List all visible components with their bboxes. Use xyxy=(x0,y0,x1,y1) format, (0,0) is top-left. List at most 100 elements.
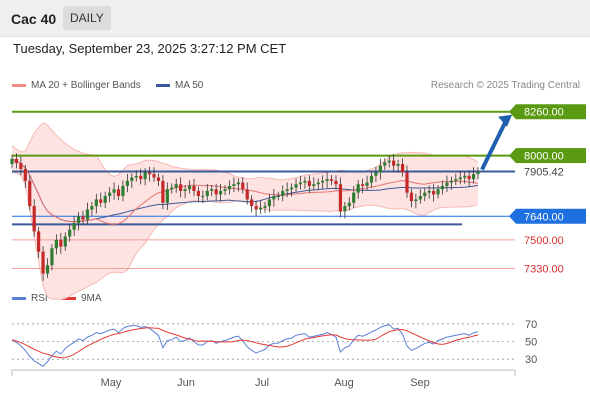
candle-body xyxy=(276,196,280,198)
candle-body xyxy=(383,162,387,166)
candle-body xyxy=(63,236,67,247)
candle-body xyxy=(152,174,156,178)
candle-body xyxy=(223,189,227,191)
candle-body xyxy=(116,189,121,197)
rsi-ma9-line xyxy=(11,327,479,359)
candle-body xyxy=(205,190,209,197)
candle-body xyxy=(23,169,27,181)
legend-9ma: 9MA xyxy=(62,293,102,304)
candle-body xyxy=(254,206,258,210)
candle-body xyxy=(369,175,374,183)
bollinger-swatch xyxy=(12,84,26,87)
candle-body xyxy=(112,189,116,193)
candle-body xyxy=(329,179,334,181)
level-label-box-0 xyxy=(516,104,586,120)
month-label-sep: Sep xyxy=(410,377,430,389)
ma20-line xyxy=(11,158,479,225)
candle-body xyxy=(427,190,431,193)
candle-body xyxy=(338,184,343,212)
candle-body xyxy=(294,184,298,188)
level-label-arrow-0 xyxy=(509,104,516,120)
candle-body xyxy=(210,189,214,191)
timestamp: Tuesday, September 23, 2025 3:27:12 PM C… xyxy=(13,41,287,56)
level-label-box-2 xyxy=(516,164,586,180)
month-label-jul: Jul xyxy=(255,377,269,389)
candle-body xyxy=(139,175,143,180)
candle-body xyxy=(170,187,174,190)
candle-body xyxy=(108,192,112,197)
candle-body xyxy=(361,184,365,186)
candle-body xyxy=(321,180,325,183)
candle-body xyxy=(334,180,338,185)
candle-body xyxy=(192,185,196,191)
candle-body xyxy=(161,180,165,203)
candle-body xyxy=(196,190,200,197)
projection-arrow-head xyxy=(498,114,512,127)
candle-body xyxy=(471,174,476,180)
candle-body xyxy=(432,190,436,195)
candle-body xyxy=(467,175,471,180)
legend-bollinger: MA 20 + Bollinger Bands xyxy=(12,80,141,91)
candle-body xyxy=(156,177,161,181)
candle-body xyxy=(352,192,356,203)
candle-body xyxy=(356,184,360,193)
credit-text: Research © 2025 Trading Central xyxy=(430,80,580,91)
candle-body xyxy=(392,160,396,166)
level-label-box-1 xyxy=(516,148,586,164)
candle-body xyxy=(418,196,422,200)
candle-body xyxy=(90,206,94,210)
candle-body xyxy=(19,163,23,170)
candle-body xyxy=(449,180,453,183)
candle-body xyxy=(14,158,19,164)
candle-body xyxy=(267,199,272,207)
candle-body xyxy=(214,189,218,195)
level-label-arrow-3 xyxy=(509,208,516,224)
candle-body xyxy=(414,199,418,202)
candle-body xyxy=(454,179,458,181)
rsi-line xyxy=(11,324,479,367)
candle-body xyxy=(28,180,32,207)
candle-body xyxy=(463,175,467,178)
candle-body xyxy=(325,179,329,181)
candle-body xyxy=(99,199,103,203)
month-label-jun: Jun xyxy=(177,377,195,389)
level-label-2: 7905.42 xyxy=(524,167,564,179)
candle-body xyxy=(312,184,316,186)
candle-body xyxy=(236,182,240,185)
candle-body xyxy=(458,177,462,180)
candle-body xyxy=(387,160,391,163)
period-button[interactable]: DAILY xyxy=(63,6,111,30)
candle-body xyxy=(121,185,125,197)
rsi-swatch xyxy=(12,297,26,300)
candle-body xyxy=(45,265,50,274)
candle-body xyxy=(81,216,85,220)
candle-body xyxy=(365,182,369,186)
candle-body xyxy=(165,189,169,203)
level-label-1: 8000.00 xyxy=(524,151,564,163)
candle-body xyxy=(405,172,409,193)
candle-body xyxy=(41,251,45,274)
candle-body xyxy=(440,185,445,190)
level-label-4: 7500.00 xyxy=(524,235,564,247)
legend-bollinger-label: MA 20 + Bollinger Bands xyxy=(31,80,141,91)
legend-ma50-label: MA 50 xyxy=(175,80,204,91)
chart-header: Cac 40 DAILY xyxy=(0,0,590,37)
candle-body xyxy=(423,192,427,197)
candle-body xyxy=(263,206,267,208)
candle-body xyxy=(134,175,138,178)
candle-body xyxy=(374,172,378,176)
candle-body xyxy=(50,248,54,266)
rsi-level-label-70: 70 xyxy=(525,319,537,331)
ma50-swatch xyxy=(156,84,170,87)
candle-body xyxy=(32,206,36,232)
candle-body xyxy=(147,172,152,175)
candle-body xyxy=(37,231,41,252)
candle-body xyxy=(245,189,249,200)
legend-ma50: MA 50 xyxy=(156,80,203,91)
candle-body xyxy=(316,182,320,185)
candle-body xyxy=(378,165,382,173)
candle-body xyxy=(258,207,263,210)
candle-body xyxy=(303,180,307,183)
candle-body xyxy=(10,158,14,164)
